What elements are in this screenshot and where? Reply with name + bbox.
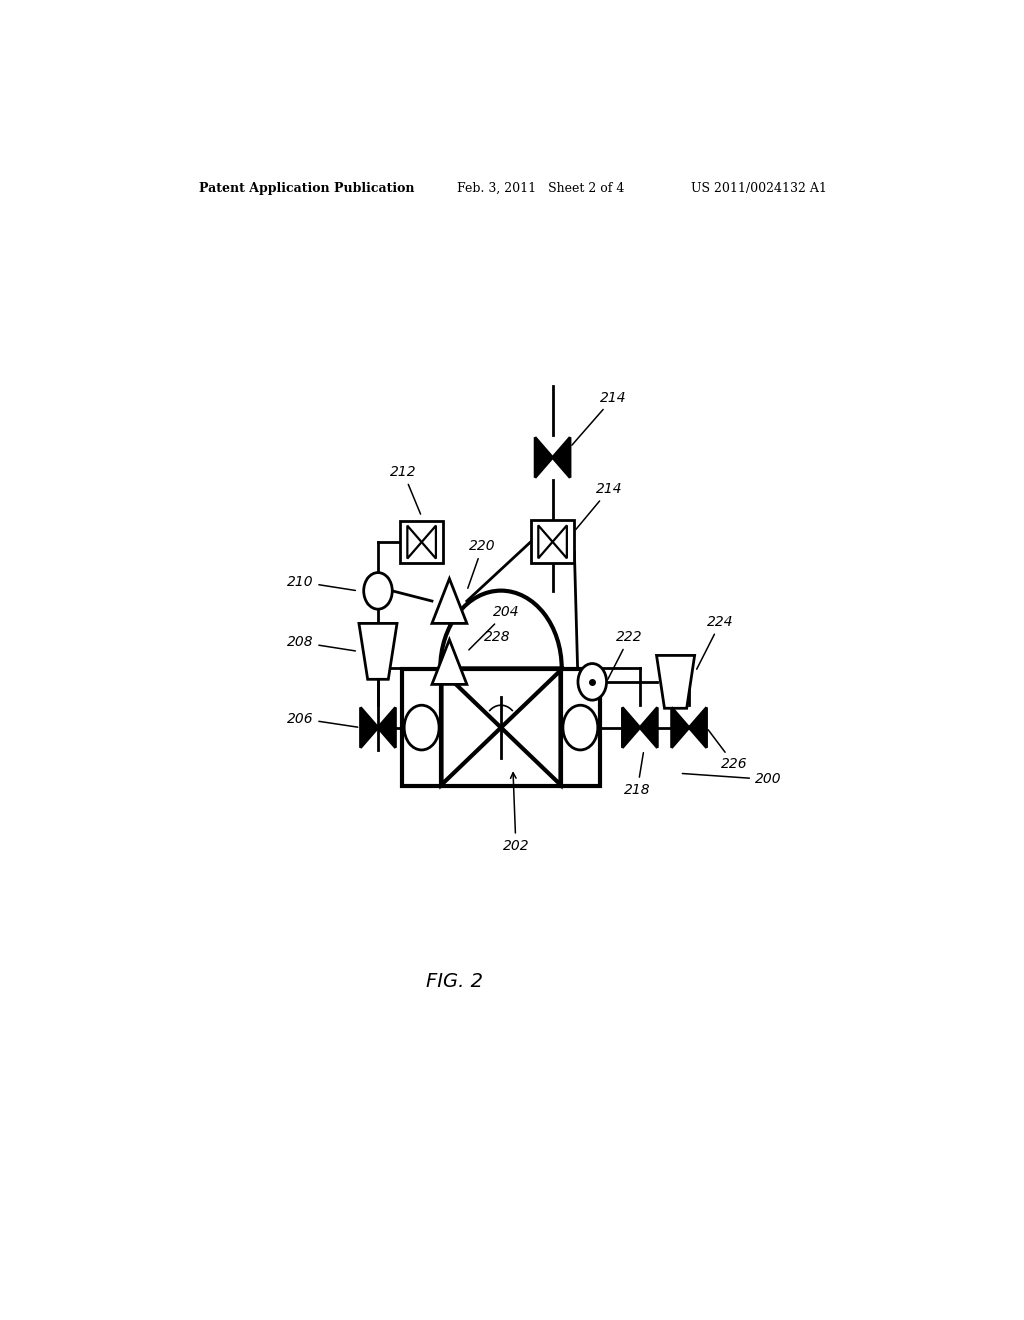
Text: 204: 204 bbox=[469, 606, 520, 649]
Text: 224: 224 bbox=[696, 615, 734, 669]
Text: 214: 214 bbox=[571, 391, 627, 445]
Polygon shape bbox=[672, 708, 689, 747]
Polygon shape bbox=[359, 623, 397, 680]
Polygon shape bbox=[640, 708, 657, 747]
Text: 222: 222 bbox=[608, 630, 643, 680]
Polygon shape bbox=[553, 525, 567, 558]
Bar bbox=[401, 669, 441, 785]
Polygon shape bbox=[689, 708, 707, 747]
Polygon shape bbox=[422, 525, 436, 558]
Text: 200: 200 bbox=[682, 772, 781, 787]
Polygon shape bbox=[539, 525, 553, 558]
Bar bbox=[560, 669, 600, 785]
Wedge shape bbox=[440, 590, 562, 668]
Text: 214: 214 bbox=[575, 482, 623, 529]
Circle shape bbox=[404, 705, 439, 750]
Polygon shape bbox=[656, 656, 694, 709]
Text: 202: 202 bbox=[503, 772, 529, 853]
Polygon shape bbox=[360, 708, 378, 747]
Bar bbox=[530, 520, 574, 564]
Circle shape bbox=[563, 705, 598, 750]
Text: Patent Application Publication: Patent Application Publication bbox=[200, 182, 415, 195]
Text: US 2011/0024132 A1: US 2011/0024132 A1 bbox=[691, 182, 827, 195]
Text: 226: 226 bbox=[709, 730, 748, 771]
Text: Feb. 3, 2011   Sheet 2 of 4: Feb. 3, 2011 Sheet 2 of 4 bbox=[458, 182, 625, 195]
Polygon shape bbox=[441, 671, 501, 785]
Polygon shape bbox=[501, 671, 560, 785]
Text: 208: 208 bbox=[287, 635, 355, 651]
Polygon shape bbox=[623, 708, 640, 747]
Text: 212: 212 bbox=[390, 465, 421, 513]
Circle shape bbox=[364, 573, 392, 609]
Text: FIG. 2: FIG. 2 bbox=[426, 972, 482, 991]
Polygon shape bbox=[536, 437, 553, 478]
Bar bbox=[440, 669, 561, 785]
Polygon shape bbox=[378, 708, 395, 747]
Bar bbox=[399, 521, 443, 564]
Text: 220: 220 bbox=[468, 540, 496, 589]
Polygon shape bbox=[432, 578, 467, 623]
Polygon shape bbox=[408, 525, 422, 558]
Text: 210: 210 bbox=[287, 574, 355, 590]
Polygon shape bbox=[432, 640, 467, 684]
Text: 228: 228 bbox=[483, 630, 510, 644]
Text: 206: 206 bbox=[287, 711, 357, 727]
Polygon shape bbox=[553, 437, 570, 478]
Circle shape bbox=[578, 664, 606, 700]
Text: 218: 218 bbox=[624, 752, 650, 797]
